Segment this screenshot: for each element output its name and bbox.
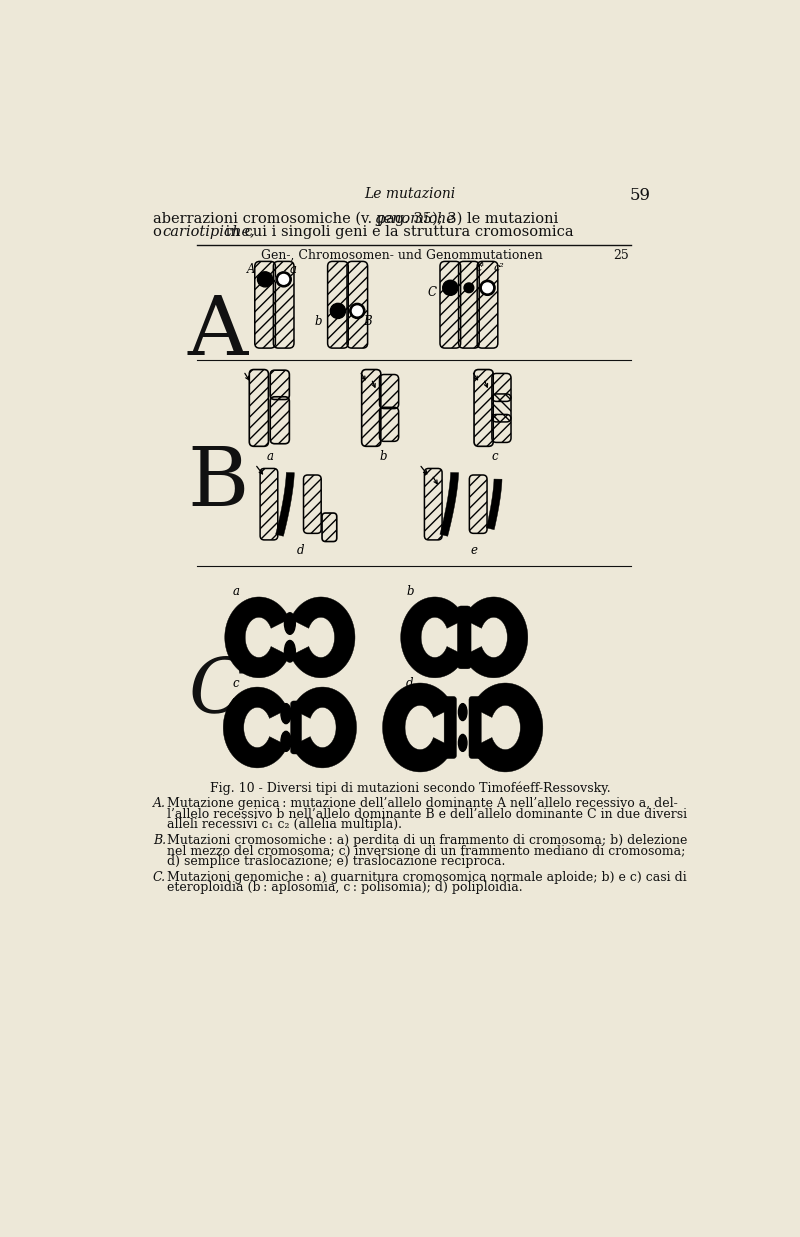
Text: A: A <box>187 292 248 372</box>
Text: B: B <box>363 314 372 328</box>
Circle shape <box>276 272 291 287</box>
Polygon shape <box>486 479 502 529</box>
Text: alleli recessivi c₁ c₂ (allelia multipla).: alleli recessivi c₁ c₂ (allelia multipla… <box>166 819 402 831</box>
Text: b: b <box>406 585 414 597</box>
Text: genomiche: genomiche <box>374 212 455 225</box>
Circle shape <box>464 283 474 293</box>
Text: C: C <box>187 654 246 729</box>
Text: c': c' <box>475 263 484 273</box>
Polygon shape <box>440 473 458 537</box>
Ellipse shape <box>458 704 467 720</box>
FancyBboxPatch shape <box>290 701 302 755</box>
Circle shape <box>442 281 458 296</box>
Ellipse shape <box>458 735 467 751</box>
Text: c: c <box>232 678 239 690</box>
Polygon shape <box>276 473 294 537</box>
Text: a: a <box>267 449 274 463</box>
Circle shape <box>278 275 289 285</box>
FancyBboxPatch shape <box>444 696 457 758</box>
Text: b: b <box>379 449 386 463</box>
Polygon shape <box>290 597 355 678</box>
Text: d: d <box>406 678 414 690</box>
Circle shape <box>480 281 495 296</box>
Text: Mutazioni genomiche : a) guarnitura cromosomica normale aploide; b) e c) casi di: Mutazioni genomiche : a) guarnitura crom… <box>166 871 686 883</box>
Text: c²: c² <box>494 263 505 273</box>
Text: a: a <box>232 585 239 597</box>
Text: cariotipiche,: cariotipiche, <box>163 225 256 240</box>
Ellipse shape <box>281 731 291 751</box>
Ellipse shape <box>285 612 295 635</box>
Text: Mutazioni cromosomiche : a) perdita di un frammento di cromosoma; b) delezione: Mutazioni cromosomiche : a) perdita di u… <box>166 834 687 847</box>
Polygon shape <box>223 687 288 768</box>
Circle shape <box>276 272 291 287</box>
Text: a: a <box>290 263 297 276</box>
Circle shape <box>330 303 346 318</box>
Polygon shape <box>382 683 454 772</box>
Text: 25: 25 <box>614 249 630 261</box>
Text: B.: B. <box>153 834 166 847</box>
FancyBboxPatch shape <box>458 606 471 669</box>
Text: b: b <box>315 314 322 328</box>
Circle shape <box>482 283 492 293</box>
Ellipse shape <box>281 704 291 724</box>
Text: Gen-, Chromosomen- und Genommutationen: Gen-, Chromosomen- und Genommutationen <box>262 249 543 261</box>
Polygon shape <box>472 683 543 772</box>
Text: d) semplice traslocazione; e) traslocazione reciproca.: d) semplice traslocazione; e) traslocazi… <box>166 855 505 868</box>
Text: e: e <box>471 544 478 557</box>
Circle shape <box>353 306 362 315</box>
FancyBboxPatch shape <box>469 696 482 758</box>
Text: C: C <box>427 286 436 298</box>
Polygon shape <box>292 687 357 768</box>
Polygon shape <box>401 597 465 678</box>
Text: Mutazione genica : mutazione dell’allelo dominante A nell’allelo recessivo a, de: Mutazione genica : mutazione dell’allelo… <box>166 797 678 810</box>
Text: Le mutazioni: Le mutazioni <box>364 187 456 200</box>
Circle shape <box>350 303 365 318</box>
Text: c: c <box>492 449 498 463</box>
Circle shape <box>258 272 273 287</box>
Text: in cui i singoli geni e la struttura cromosomica: in cui i singoli geni e la struttura cro… <box>222 225 574 240</box>
Text: B: B <box>187 443 249 522</box>
Text: eteroploidia (b : aplosomia, c : polisomia); d) poliploidia.: eteroploidia (b : aplosomia, c : polisom… <box>166 882 522 894</box>
Text: l’allelo recessivo b nell’allelo dominante B e dell’allelo dominante C in due di: l’allelo recessivo b nell’allelo dominan… <box>166 808 686 820</box>
Text: A.: A. <box>153 797 166 810</box>
Text: 59: 59 <box>630 187 650 204</box>
Text: nel mezzo del cromosoma; c) inversione di un frammento mediano di cromosoma;: nel mezzo del cromosoma; c) inversione d… <box>166 845 685 857</box>
Text: o: o <box>153 225 166 240</box>
Text: Fig. 10 - Diversi tipi di mutazioni secondo Timoféeff-Ressovsky.: Fig. 10 - Diversi tipi di mutazioni seco… <box>210 782 610 795</box>
Polygon shape <box>463 597 528 678</box>
Text: A: A <box>247 263 255 276</box>
Polygon shape <box>225 597 290 678</box>
Ellipse shape <box>285 641 295 662</box>
Text: C.: C. <box>153 871 166 883</box>
Text: d: d <box>297 544 305 557</box>
Text: aberrazioni cromosomiche (v. pag. 35); 3) le mutazioni: aberrazioni cromosomiche (v. pag. 35); 3… <box>153 212 562 226</box>
